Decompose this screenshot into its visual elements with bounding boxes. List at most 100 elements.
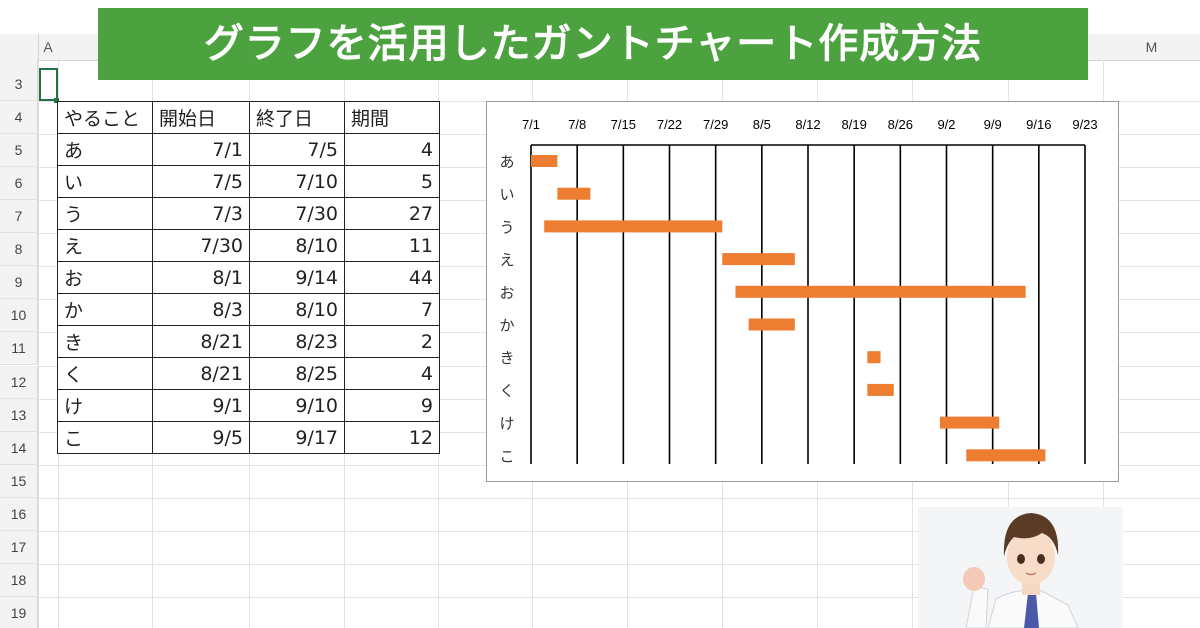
- chart-tick-label: 7/1: [522, 117, 540, 132]
- task-table: やること 開始日 終了日 期間あ 7/1 7/5 4 い 7/5 7/10 5 う 7/3 7/30 27 え…: [57, 101, 440, 454]
- table-cell-task[interactable]: あ: [57, 133, 153, 166]
- table-cell-task[interactable]: け: [57, 389, 153, 422]
- table-cell-task[interactable]: い: [57, 165, 153, 198]
- table-cell-task[interactable]: こ: [57, 421, 153, 454]
- fill-handle[interactable]: [54, 98, 59, 103]
- chart-category-label: く: [499, 382, 514, 400]
- chart-bar: [544, 220, 723, 233]
- row-header-16[interactable]: 16: [0, 498, 38, 531]
- table-cell-task[interactable]: う: [57, 197, 153, 230]
- grid-row-line: [38, 498, 1200, 499]
- chart-tick-label: 9/2: [937, 117, 955, 132]
- row-header-3[interactable]: 3: [0, 68, 38, 101]
- chart-category-label: え: [499, 251, 514, 269]
- chart-category-label: き: [499, 349, 514, 367]
- row-header-11[interactable]: 11: [0, 332, 38, 365]
- row-header-13[interactable]: 13: [0, 399, 38, 432]
- gantt-chart[interactable]: 7/1 7/8 7/15 7/22 7/29 8/5 8/12 8/19 8/26 9/2 9/9 9…: [486, 101, 1119, 482]
- chart-category-label: う: [499, 218, 514, 236]
- row-header-partial: [0, 60, 38, 68]
- table-cell-days[interactable]: 11: [344, 229, 440, 262]
- row-header-19[interactable]: 19: [0, 597, 38, 628]
- table-cell-start[interactable]: 9/1: [152, 389, 250, 422]
- chart-bar: [939, 416, 1000, 429]
- table-cell-days[interactable]: 5: [344, 165, 440, 198]
- table-header-cell[interactable]: やること: [57, 101, 153, 134]
- table-row: あ 7/1 7/5 4: [57, 133, 440, 166]
- chart-tick-label: 8/12: [795, 117, 820, 132]
- chart-tick-label: 7/15: [611, 117, 636, 132]
- row-header-18[interactable]: 18: [0, 564, 38, 597]
- table-cell-end[interactable]: 8/25: [249, 357, 345, 390]
- table-cell-start[interactable]: 9/5: [152, 421, 250, 454]
- title-banner: グラフを活用したガントチャート作成方法: [98, 8, 1088, 80]
- table-cell-task[interactable]: か: [57, 293, 153, 326]
- row-header-17[interactable]: 17: [0, 531, 38, 564]
- chart-category-label: こ: [499, 447, 514, 465]
- table-cell-days[interactable]: 7: [344, 293, 440, 326]
- table-cell-days[interactable]: 4: [344, 357, 440, 390]
- table-cell-end[interactable]: 8/23: [249, 325, 345, 358]
- table-cell-days[interactable]: 2: [344, 325, 440, 358]
- table-cell-end[interactable]: 7/30: [249, 197, 345, 230]
- table-cell-end[interactable]: 9/10: [249, 389, 345, 422]
- table-cell-start[interactable]: 7/3: [152, 197, 250, 230]
- table-cell-end[interactable]: 7/5: [249, 133, 345, 166]
- chart-category-label: か: [499, 317, 514, 335]
- chart-bar: [867, 383, 894, 396]
- table-cell-start[interactable]: 7/1: [152, 133, 250, 166]
- chart-tick-label: 7/22: [657, 117, 682, 132]
- chart-bar: [748, 318, 795, 331]
- table-cell-task[interactable]: え: [57, 229, 153, 262]
- table-cell-start[interactable]: 8/21: [152, 325, 250, 358]
- row-header-12[interactable]: 12: [0, 366, 38, 399]
- table-cell-start[interactable]: 8/3: [152, 293, 250, 326]
- table-header-cell[interactable]: 終了日: [249, 101, 345, 134]
- table-cell-end[interactable]: 9/14: [249, 261, 345, 294]
- table-cell-days[interactable]: 27: [344, 197, 440, 230]
- chart-tick-label: 7/29: [703, 117, 728, 132]
- grid-row-line: [38, 597, 1200, 598]
- table-cell-end[interactable]: 7/10: [249, 165, 345, 198]
- chart-bar: [867, 351, 881, 364]
- chart-tick-label: 7/8: [568, 117, 586, 132]
- table-cell-days[interactable]: 4: [344, 133, 440, 166]
- table-cell-end[interactable]: 9/17: [249, 421, 345, 454]
- column-header-a[interactable]: A: [43, 39, 53, 55]
- table-cell-start[interactable]: 8/21: [152, 357, 250, 390]
- column-header-m[interactable]: M: [1145, 39, 1158, 55]
- table-cell-task[interactable]: く: [57, 357, 153, 390]
- row-header-15[interactable]: 15: [0, 465, 38, 498]
- table-cell-start[interactable]: 7/30: [152, 229, 250, 262]
- table-cell-end[interactable]: 8/10: [249, 229, 345, 262]
- table-cell-task[interactable]: お: [57, 261, 153, 294]
- chart-tick-label: 8/5: [753, 117, 771, 132]
- table-cell-days[interactable]: 9: [344, 389, 440, 422]
- select-all-corner[interactable]: [0, 34, 39, 60]
- table-cell-end[interactable]: 8/10: [249, 293, 345, 326]
- table-cell-task[interactable]: き: [57, 325, 153, 358]
- chart-bar: [735, 285, 1026, 298]
- table-cell-days[interactable]: 44: [344, 261, 440, 294]
- table-row: こ 9/5 9/17 12: [57, 421, 440, 454]
- row-header-5[interactable]: 5: [0, 134, 38, 167]
- table-header-cell[interactable]: 開始日: [152, 101, 250, 134]
- active-cell-a3[interactable]: [39, 68, 58, 101]
- row-header-4[interactable]: 4: [0, 101, 38, 134]
- table-header-cell[interactable]: 期間: [344, 101, 440, 134]
- row-header-8[interactable]: 8: [0, 233, 38, 266]
- row-header-9[interactable]: 9: [0, 266, 38, 299]
- row-header-7[interactable]: 7: [0, 200, 38, 233]
- table-row: か 8/3 8/10 7: [57, 293, 440, 326]
- row-header-14[interactable]: 14: [0, 432, 38, 465]
- row-header-10[interactable]: 10: [0, 299, 38, 332]
- chart-tick-label: 8/26: [888, 117, 913, 132]
- table-cell-start[interactable]: 7/5: [152, 165, 250, 198]
- table-cell-start[interactable]: 8/1: [152, 261, 250, 294]
- grid-row-line: [38, 531, 1200, 532]
- table-cell-days[interactable]: 12: [344, 421, 440, 454]
- grid-column-line: [38, 60, 39, 628]
- chart-category-label: お: [499, 284, 514, 302]
- row-header-6[interactable]: 6: [0, 167, 38, 200]
- chart-category-label: い: [499, 186, 514, 204]
